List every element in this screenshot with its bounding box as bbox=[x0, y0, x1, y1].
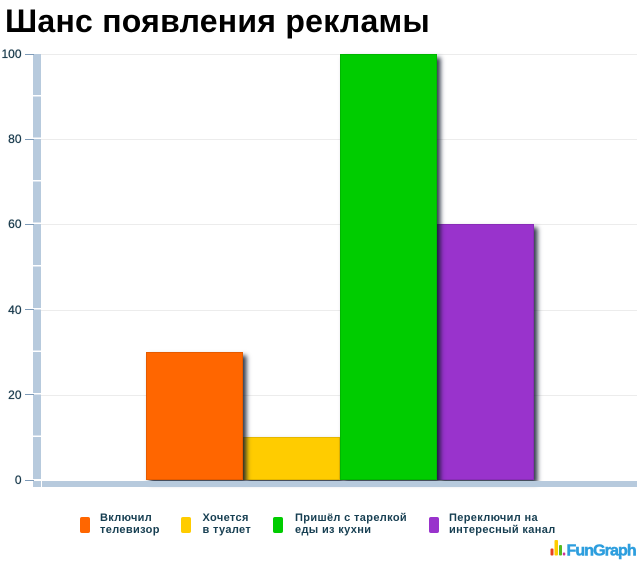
svg-text:FunGraph: FunGraph bbox=[567, 542, 636, 559]
